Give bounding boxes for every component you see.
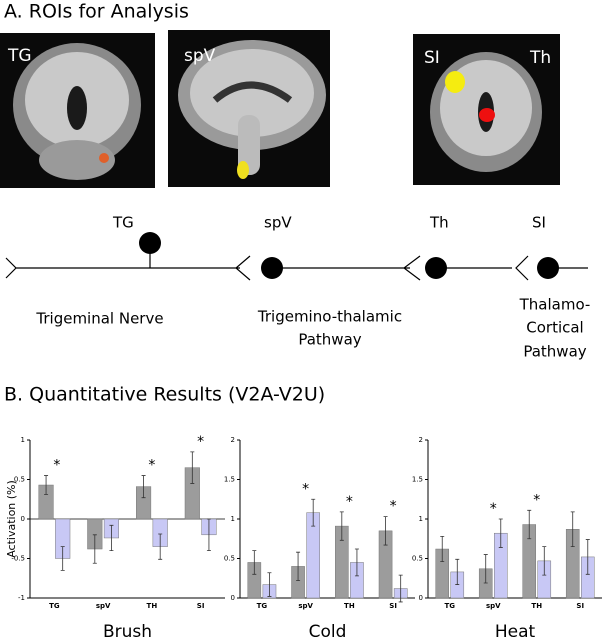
y-tick-label: 0.5 — [14, 476, 25, 484]
brain-image: TG — [0, 33, 155, 188]
y-tick-label: -1 — [18, 594, 25, 602]
y-tick-label: -0.5 — [11, 555, 25, 563]
x-tick-label: TG — [49, 602, 60, 610]
image-label: SI — [424, 48, 440, 68]
image-label: Th — [529, 48, 551, 68]
x-tick-label: SI — [197, 602, 205, 610]
y-tick-label: 1 — [231, 515, 235, 523]
significance-mark: * — [490, 501, 497, 517]
y-tick-label: 0.5 — [224, 555, 235, 563]
x-tick-label: TH — [531, 602, 542, 610]
image-label: spV — [184, 46, 216, 66]
y-tick-label: 2 — [419, 436, 423, 444]
image-label: TG — [7, 46, 32, 66]
pathway-label: Thalamo- — [519, 296, 591, 314]
significance-mark: * — [148, 458, 155, 474]
error-bar — [527, 509, 532, 540]
x-tick-label: TG — [444, 602, 455, 610]
error-bar — [483, 554, 488, 584]
x-tick-label: TH — [147, 602, 158, 610]
x-tick-label: spV — [96, 602, 111, 610]
error-bar — [398, 574, 403, 603]
error-bar — [60, 546, 65, 571]
significance-mark: * — [390, 499, 397, 515]
error-bar — [354, 548, 359, 577]
significance-mark: * — [197, 434, 204, 450]
y-tick-label: 0 — [231, 594, 235, 602]
pathway-label: Trigemino-thalamic — [257, 308, 402, 326]
error-bar — [585, 539, 590, 575]
y-tick-label: 1.5 — [224, 476, 235, 484]
x-tick-label: TG — [257, 602, 268, 610]
error-bar — [267, 572, 272, 597]
significance-mark: * — [533, 492, 540, 508]
y-axis-label: Activation (%) — [5, 480, 18, 558]
x-tick-label: spV — [298, 602, 313, 610]
error-bar — [542, 546, 547, 576]
y-tick-label: 1 — [419, 515, 423, 523]
brain-image: SI Th — [413, 34, 560, 185]
x-tick-label: SI — [389, 602, 397, 610]
error-bar — [455, 558, 460, 585]
neuron-body — [261, 257, 283, 279]
error-bar — [44, 475, 49, 495]
error-bar — [141, 475, 146, 499]
error-bar — [296, 551, 301, 582]
pathway-label: Pathway — [523, 343, 586, 361]
pathway-label: Trigeminal Nerve — [35, 310, 163, 328]
x-axis-label: Heat — [495, 622, 536, 640]
error-bar — [498, 518, 503, 548]
neuron-body — [425, 257, 447, 279]
node-label: Th — [429, 214, 449, 232]
pathway-label: Cortical — [526, 319, 583, 337]
x-tick-label: SI — [576, 602, 584, 610]
x-tick-label: TH — [344, 602, 355, 610]
error-bar — [190, 451, 195, 484]
error-bar — [570, 511, 575, 548]
pathway-diagram — [5, 250, 588, 281]
x-axis-label: Brush — [103, 622, 152, 640]
significance-mark: * — [346, 494, 353, 510]
y-tick-label: 1.5 — [412, 476, 423, 484]
y-tick-label: 0.5 — [412, 555, 423, 563]
node-label: SI — [532, 214, 546, 232]
x-axis-label: Cold — [309, 622, 347, 640]
node-label: spV — [264, 214, 292, 232]
error-bar — [311, 498, 316, 527]
neuron-body — [139, 232, 161, 254]
brain-image: spV — [168, 30, 330, 187]
error-bar — [339, 511, 344, 541]
error-bar — [92, 534, 97, 564]
error-bar — [206, 518, 211, 551]
error-bar — [440, 535, 445, 563]
y-tick-label: 2 — [231, 436, 235, 444]
x-tick-label: spV — [486, 602, 501, 610]
neuron-body — [537, 257, 559, 279]
y-tick-label: 0 — [419, 594, 423, 602]
y-tick-label: 0 — [21, 515, 25, 523]
error-bar — [252, 550, 257, 575]
significance-mark: * — [302, 481, 309, 497]
section-title: B. Quantitative Results (V2A-V2U) — [4, 384, 325, 406]
node-label: TG — [112, 214, 134, 232]
y-tick-label: 1 — [21, 436, 25, 444]
error-bar — [109, 524, 114, 551]
pathway-label: Pathway — [298, 331, 361, 349]
section-title: A. ROIs for Analysis — [4, 1, 189, 23]
error-bar — [158, 533, 163, 560]
significance-mark: * — [53, 458, 60, 474]
error-bar — [383, 516, 388, 546]
